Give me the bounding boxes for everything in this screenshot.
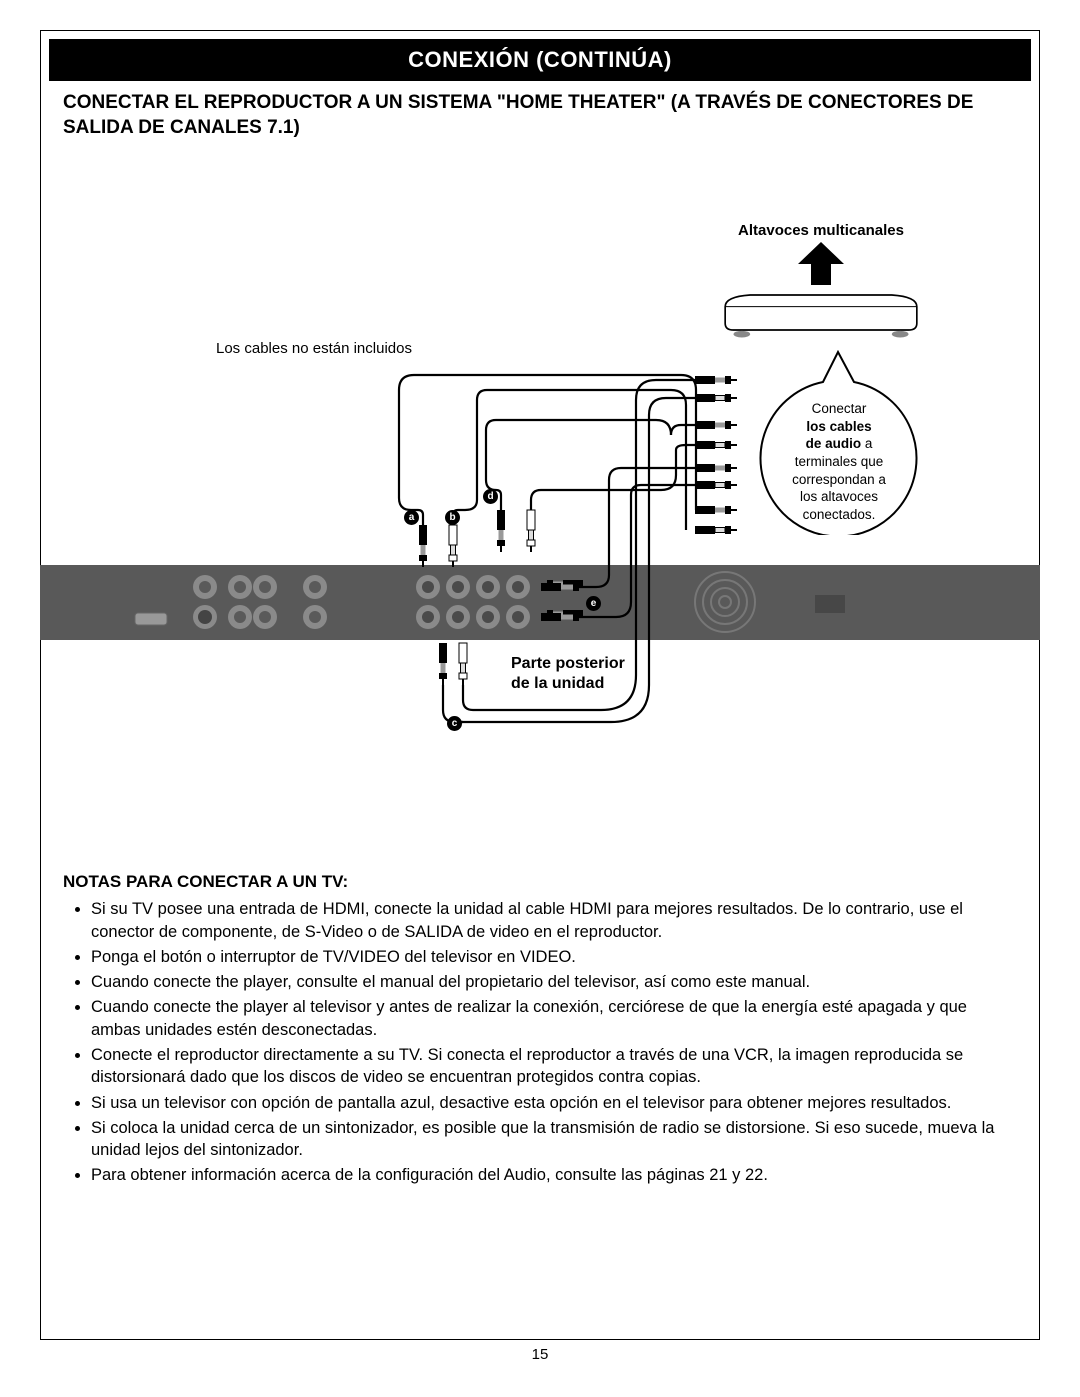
section-heading: CONECTAR EL REPRODUCTOR A UN SISTEMA "HO… [41, 91, 1039, 140]
note-item: Si su TV posee una entrada de HDMI, cone… [91, 898, 1017, 943]
note-item: Cuando conecte the player, consulte el m… [91, 971, 1017, 993]
page-number: 15 [40, 1346, 1040, 1363]
note-item: Cuando conecte the player al televisor y… [91, 996, 1017, 1041]
note-item: Si usa un televisor con opción de pantal… [91, 1092, 1017, 1114]
notes-list: Si su TV posee una entrada de HDMI, cone… [41, 898, 1039, 1186]
back-label-line2: de la unidad [511, 675, 604, 692]
notes-heading: NOTAS PARA CONECTAR A UN TV: [41, 872, 1039, 898]
note-item: Conecte el reproductor directamente a su… [91, 1044, 1017, 1089]
connection-diagram: Altavoces multicanales Los cables no est… [41, 140, 1039, 860]
page-border: CONEXIÓN (CONTINÚA) CONECTAR EL REPRODUC… [40, 30, 1040, 1340]
cable-wiring-icon [41, 140, 1041, 860]
back-label-line1: Parte posterior [511, 655, 625, 672]
note-item: Para obtener información acerca de la co… [91, 1164, 1017, 1186]
title-bar: CONEXIÓN (CONTINÚA) [49, 39, 1031, 81]
note-item: Si coloca la unidad cerca de un sintoniz… [91, 1117, 1017, 1162]
back-of-unit-label: Parte posterior de la unidad [511, 654, 625, 692]
note-item: Ponga el botón o interruptor de TV/VIDEO… [91, 946, 1017, 968]
